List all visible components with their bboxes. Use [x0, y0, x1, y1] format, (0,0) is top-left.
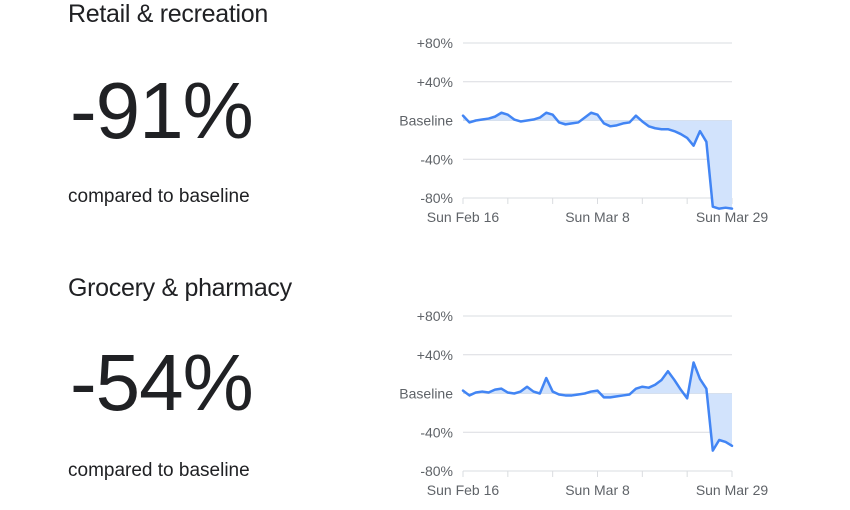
y-axis-label: -80%: [420, 190, 453, 206]
y-axis-label: -40%: [420, 424, 453, 440]
x-axis-label: Sun Mar 29: [696, 482, 769, 498]
section-title-retail-recreation: Retail & recreation: [68, 0, 268, 28]
x-axis-label: Sun Mar 8: [565, 209, 630, 225]
x-axis-label: Sun Feb 16: [427, 209, 500, 225]
x-axis-ticks: [462, 471, 733, 477]
headline-value-grocery-pharmacy: -54%: [70, 338, 254, 427]
y-axis-label: Baseline: [399, 113, 453, 129]
y-axis-labels: +80% +40% Baseline -40% -80%: [399, 35, 453, 206]
caption-retail-recreation: compared to baseline: [68, 186, 250, 207]
x-axis-label: Sun Mar 29: [696, 209, 769, 225]
section-title-grocery-pharmacy: Grocery & pharmacy: [68, 274, 292, 302]
y-axis-label: Baseline: [399, 386, 453, 402]
retail-recreation-chart: +80% +40% Baseline -40% -80% Sun Feb 16 …: [399, 35, 769, 225]
y-axis-label: +40%: [417, 74, 453, 90]
y-axis-label: +40%: [417, 347, 453, 363]
y-axis-label: +80%: [417, 308, 453, 324]
y-axis-label: -80%: [420, 463, 453, 479]
y-axis-label: +80%: [417, 35, 453, 51]
series-area: [463, 362, 732, 451]
series-line: [461, 111, 734, 210]
x-axis-ticks: [462, 198, 733, 204]
grocery-pharmacy-chart: +80% +40% Baseline -40% -80% Sun Feb 16 …: [399, 308, 769, 498]
series-line: [461, 361, 734, 452]
x-axis-labels: Sun Feb 16 Sun Mar 8 Sun Mar 29: [427, 209, 769, 225]
x-axis-labels: Sun Feb 16 Sun Mar 8 Sun Mar 29: [427, 482, 769, 498]
y-axis-labels: +80% +40% Baseline -40% -80%: [399, 308, 453, 479]
x-axis-label: Sun Mar 8: [565, 482, 630, 498]
x-axis-label: Sun Feb 16: [427, 482, 500, 498]
y-axis-label: -40%: [420, 151, 453, 167]
caption-grocery-pharmacy: compared to baseline: [68, 460, 250, 481]
series-area: [463, 112, 732, 209]
headline-value-retail-recreation: -91%: [70, 66, 254, 155]
